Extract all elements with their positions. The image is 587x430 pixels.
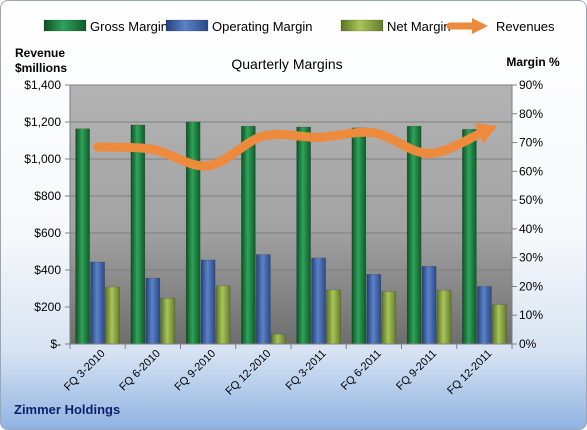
bar-operating-margin-7	[477, 286, 492, 345]
bar-operating-margin-0	[90, 261, 105, 345]
bar-net-margin-2	[215, 285, 231, 345]
left-axis: $- $200 $400 $600 $800 $1,000 $1,200 $1,400	[24, 78, 71, 351]
bar-gross-margin-6	[406, 125, 422, 345]
revenue-line-arrowhead	[474, 123, 498, 144]
chart-title: Quarterly Margins	[231, 56, 342, 72]
right-axis-label: Margin %	[506, 55, 560, 69]
bar-net-margin-4	[326, 289, 341, 345]
bar-operating-margin-6	[421, 266, 437, 345]
right-tick-label-9: 90%	[519, 78, 543, 92]
left-tick-label-6: $1,200	[24, 115, 61, 129]
bar-operating-margin-4	[311, 257, 326, 345]
legend-swatch-net-margin	[340, 19, 384, 32]
bar-net-margin-7	[492, 304, 507, 345]
x-tick-label-2: FQ 9-2010	[173, 348, 219, 394]
legend-swatch-operating-margin	[165, 19, 209, 32]
left-axis-label-line1: Revenue	[15, 46, 65, 60]
x-tick-label-7: FQ 12-2011	[445, 348, 494, 397]
right-tick-label-7: 70%	[519, 136, 543, 150]
left-tick-label-7: $1,400	[24, 78, 61, 92]
bar-gross-margin-4	[296, 126, 311, 345]
bar-operating-margin-3	[256, 254, 271, 345]
left-tick-label-0: $-	[50, 337, 61, 351]
bar-net-margin-6	[436, 289, 452, 345]
bar-net-margin-5	[381, 291, 397, 345]
x-tick-label-5: FQ 6-2011	[339, 348, 384, 393]
bar-operating-margin-5	[366, 274, 382, 345]
bar-net-margin-3	[271, 333, 286, 345]
legend-swatch-gross-margin	[43, 19, 87, 32]
right-axis: 0% 10% 20% 30% 40% 50% 60% 70% 80% 90%	[511, 78, 543, 351]
legend-label-gross-margin: Gross Margin	[90, 19, 168, 34]
bar-gross-margin-2	[185, 121, 201, 345]
x-tick-label-0: FQ 3-2010	[62, 348, 108, 394]
x-axis: FQ 3-2010 FQ 6-2010 FQ 9-2010 FQ 12-2010 FQ …	[62, 343, 513, 398]
legend: Gross Margin Operating Margin Net Margin Re…	[43, 18, 555, 34]
left-tick-label-3: $600	[34, 226, 61, 240]
bar-gross-margin-3	[241, 125, 256, 345]
right-tick-label-2: 20%	[519, 279, 543, 293]
bar-net-margin-0	[105, 286, 120, 345]
left-axis-label-line2: $millions	[15, 61, 67, 75]
right-tick-label-0: 0%	[519, 337, 537, 351]
left-tick-label-2: $400	[34, 263, 61, 277]
legend-label-net-margin: Net Margin	[387, 19, 451, 34]
legend-swatch-arrow	[472, 18, 488, 34]
legend-label-operating-margin: Operating Margin	[212, 19, 312, 34]
bar-net-margin-1	[160, 297, 176, 345]
revenue-line-group	[93, 123, 498, 171]
right-tick-label-6: 60%	[519, 164, 543, 178]
right-tick-label-1: 10%	[519, 308, 543, 322]
x-tick-label-1: FQ 6-2010	[117, 348, 163, 394]
x-tick-label-3: FQ 12-2010	[224, 348, 274, 398]
company-name: Zimmer Holdings	[14, 402, 121, 417]
right-tick-label-8: 80%	[519, 107, 543, 121]
bar-gross-margin-7	[462, 129, 477, 345]
left-tick-label-5: $1,000	[24, 152, 61, 166]
right-tick-label-5: 50%	[519, 193, 543, 207]
bar-gross-margin-0	[75, 128, 90, 345]
bar-gross-margin-1	[130, 124, 146, 345]
bar-gross-margin-5	[351, 127, 367, 345]
left-tick-label-1: $200	[34, 300, 61, 314]
right-tick-label-3: 30%	[519, 251, 543, 265]
revenue-line	[93, 126, 489, 171]
x-tick-label-6: FQ 9-2011	[394, 348, 439, 393]
legend-label-revenues: Revenues	[496, 19, 555, 34]
bar-operating-margin-2	[200, 259, 216, 345]
x-tick-label-4: FQ 3-2011	[284, 348, 329, 393]
bar-operating-margin-1	[145, 277, 161, 345]
right-tick-label-4: 40%	[519, 222, 543, 236]
left-tick-label-4: $800	[34, 189, 61, 203]
